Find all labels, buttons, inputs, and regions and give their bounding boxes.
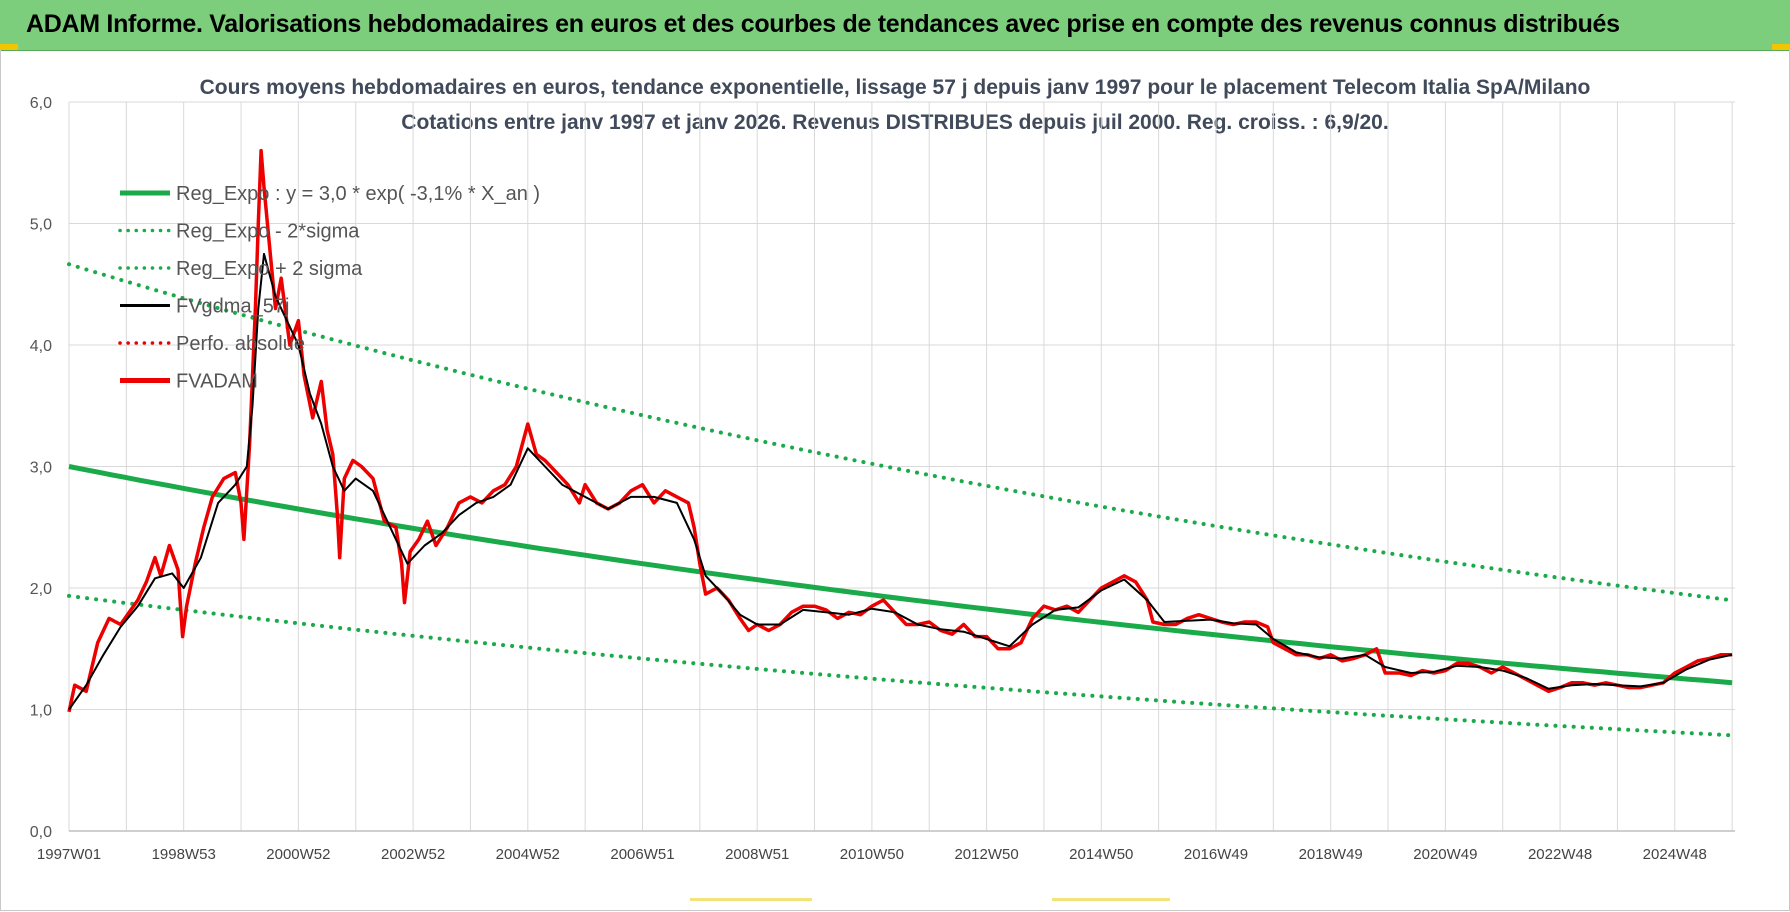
x-tick-label: 2004W52 — [496, 846, 560, 863]
series-reg-expo-minus-2sigma — [67, 593, 1735, 738]
x-tick-label: 2000W52 — [266, 846, 330, 863]
x-tick-label: 2010W50 — [840, 846, 904, 863]
banner-title: ADAM Informe. Valorisations hebdomadaire… — [26, 10, 1620, 38]
y-tick-label: 6,0 — [30, 95, 52, 112]
y-tick-label: 4,0 — [30, 338, 52, 355]
bottom-mark-1 — [690, 898, 812, 901]
legend-label: FVgdma_57j — [176, 296, 289, 318]
x-tick-label: 2022W48 — [1528, 846, 1592, 863]
axes: 0,0 1,0 2,0 3,0 4,0 5,0 6,0 1997W01 1998W53 2000W… — [30, 95, 1735, 863]
y-tick-label: 3,0 — [30, 460, 52, 477]
x-tick-label: 1997W01 — [37, 846, 101, 863]
y-tick-label: 2,0 — [30, 581, 52, 598]
legend-label: Reg_Expo - 2*sigma — [176, 221, 360, 243]
legend: Reg_Expo : y = 3,0 * exp( -3,1% * X_an )… — [118, 183, 540, 393]
y-tick-label: 1,0 — [30, 703, 52, 720]
series-reg-expo — [68, 464, 1733, 686]
legend-label: Reg_Expo : y = 3,0 * exp( -3,1% * X_an ) — [176, 183, 540, 205]
x-tick-label: 2012W50 — [954, 846, 1018, 863]
series-layer — [67, 148, 1735, 738]
chart-title-line1: Cours moyens hebdomadaires en euros, ten… — [199, 76, 1591, 99]
legend-label: FVADAM — [176, 371, 258, 393]
series-fvadam — [67, 148, 1733, 713]
bottom-mark-2 — [1052, 898, 1170, 901]
x-tick-label: 2018W49 — [1299, 846, 1363, 863]
y-tick-label: 0,0 — [30, 824, 52, 841]
legend-label: Reg_Expo + 2 sigma — [176, 258, 363, 280]
x-tick-label: 2014W50 — [1069, 846, 1133, 863]
banner: ADAM Informe. Valorisations hebdomadaire… — [0, 0, 1790, 51]
corner-mark-right — [1772, 44, 1790, 50]
x-tick-label: 2024W48 — [1643, 846, 1707, 863]
x-tick-label: 2002W52 — [381, 846, 445, 863]
series-reg-expo-plus-2sigma — [67, 262, 1735, 603]
x-tick-label: 2020W49 — [1413, 846, 1477, 863]
x-tick-label: 2006W51 — [610, 846, 674, 863]
grid — [68, 101, 1735, 832]
x-tick-label: 1998W53 — [152, 846, 216, 863]
legend-label: Perfo. absolue — [176, 333, 305, 355]
corner-mark-left — [0, 44, 18, 50]
chart-title-line2: Cotations entre janv 1997 et janv 2026. … — [401, 111, 1389, 134]
x-tick-label: 2008W51 — [725, 846, 789, 863]
x-tick-label: 2016W49 — [1184, 846, 1248, 863]
y-tick-label: 5,0 — [30, 217, 52, 234]
series-fvgdma-57j — [68, 252, 1733, 711]
